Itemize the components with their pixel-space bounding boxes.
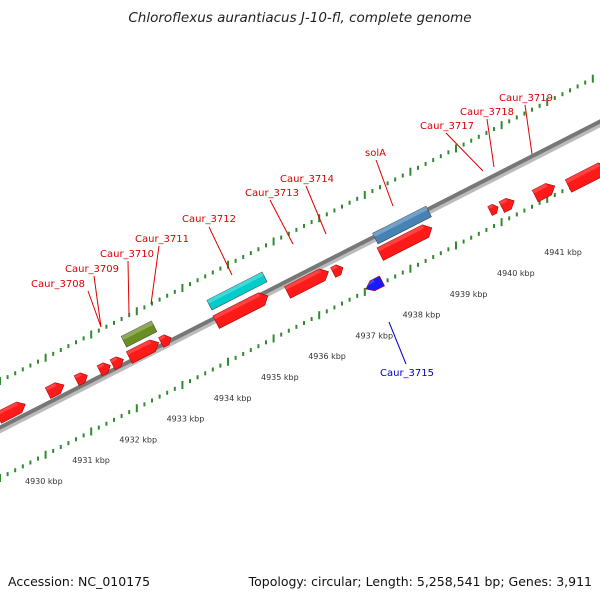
lower-tick-track	[0, 171, 594, 482]
kbp-label-layer: 4930 kbp 4931 kbp 4932 kbp 4933 kbp 4934 kbp…	[25, 248, 582, 486]
gene-arrow-caur-3708	[96, 362, 111, 377]
gene-arrow-caur-3707	[73, 372, 88, 387]
gene-label-caur-3711: Caur_3711	[135, 234, 189, 245]
gene-label-caur-3714: Caur_3714	[280, 174, 334, 185]
gene-label-caur-3709: Caur_3709	[65, 264, 119, 275]
gene-label-caur-3718: Caur_3718	[460, 107, 514, 118]
genome-summary-text: Topology: circular; Length: 5,258,541 bp…	[248, 574, 592, 589]
gene-arrow-caur-3719	[564, 162, 600, 193]
gene-label-caur-3712: Caur_3712	[182, 214, 236, 225]
gene-arrow-caur-3713	[284, 268, 329, 299]
leader-line-caur-3719	[524, 104, 533, 155]
gene-arrow-caur-3715	[363, 275, 385, 292]
feature-box-olive	[120, 320, 158, 348]
genome-title: Chloroflexus aurantiacus J-10-fl, comple…	[128, 10, 472, 26]
leader-line-caur-3717	[445, 132, 484, 172]
gene-arrow-caur-3706	[44, 382, 65, 399]
gene-label-caur-3713: Caur_3713	[245, 188, 299, 199]
kbp-label-4931: 4931 kbp	[72, 456, 110, 465]
upper-tick-track	[0, 74, 594, 385]
kbp-label-4941: 4941 kbp	[544, 248, 582, 257]
kbp-label-4936: 4936 kbp	[308, 352, 346, 361]
leader-line-caur-3714	[305, 185, 327, 235]
leader-line-caur-3715	[388, 321, 407, 365]
backbone-line	[0, 119, 600, 430]
gene-arrow-caur-3718	[531, 183, 556, 203]
kbp-label-4932: 4932 kbp	[119, 435, 157, 444]
leader-line-caur-3711	[150, 245, 160, 305]
feature-layer	[0, 162, 600, 424]
gene-arrow-caur-3716	[487, 204, 499, 216]
genome-backbone	[0, 119, 600, 434]
leader-line-sola	[375, 159, 394, 207]
gene-label-caur-3710: Caur_3710	[100, 249, 154, 260]
gene-label-layer: Caur_3708 Caur_3709 Caur_3710 Caur_3711 Caur…	[31, 93, 553, 379]
label-leader-lines	[87, 104, 533, 365]
kbp-label-4939: 4939 kbp	[450, 290, 488, 299]
kbp-label-4930: 4930 kbp	[25, 477, 63, 486]
kbp-label-4938: 4938 kbp	[403, 311, 441, 320]
feature-box-cyan	[206, 271, 268, 311]
leader-line-caur-3710	[127, 260, 130, 315]
leader-line-caur-3712	[208, 226, 233, 276]
kbp-label-4935: 4935 kbp	[261, 373, 299, 382]
gene-arrow-caur-3709	[109, 356, 124, 371]
kbp-label-4940: 4940 kbp	[497, 269, 535, 278]
leader-line-caur-3718	[486, 118, 495, 168]
kbp-label-4937: 4937 kbp	[355, 331, 393, 340]
feature-box-steel	[372, 205, 432, 245]
gene-label-sola: solA	[365, 148, 386, 159]
gene-arrow-sola	[376, 224, 433, 261]
leader-line-caur-3713	[269, 199, 294, 245]
kbp-label-4934: 4934 kbp	[214, 394, 252, 403]
gene-label-caur-3717: Caur_3717	[420, 121, 474, 132]
leader-line-caur-3709	[93, 275, 102, 328]
accession-text: Accession: NC_010175	[8, 574, 151, 589]
gene-arrow-caur-3717	[498, 198, 515, 213]
kbp-label-4933: 4933 kbp	[167, 415, 205, 424]
gene-label-caur-3715: Caur_3715	[380, 368, 434, 379]
gene-arrow-caur-3714	[330, 264, 344, 278]
gene-arrow-caur-3712	[212, 292, 269, 329]
gene-arrow-left-edge	[0, 401, 26, 424]
gene-arrow-caur-3711	[158, 334, 172, 348]
leader-line-caur-3708	[87, 290, 102, 328]
gene-label-caur-3719: Caur_3719	[499, 93, 553, 104]
gene-arrow-caur-3710	[125, 339, 160, 364]
gene-label-caur-3708: Caur_3708	[31, 279, 85, 290]
